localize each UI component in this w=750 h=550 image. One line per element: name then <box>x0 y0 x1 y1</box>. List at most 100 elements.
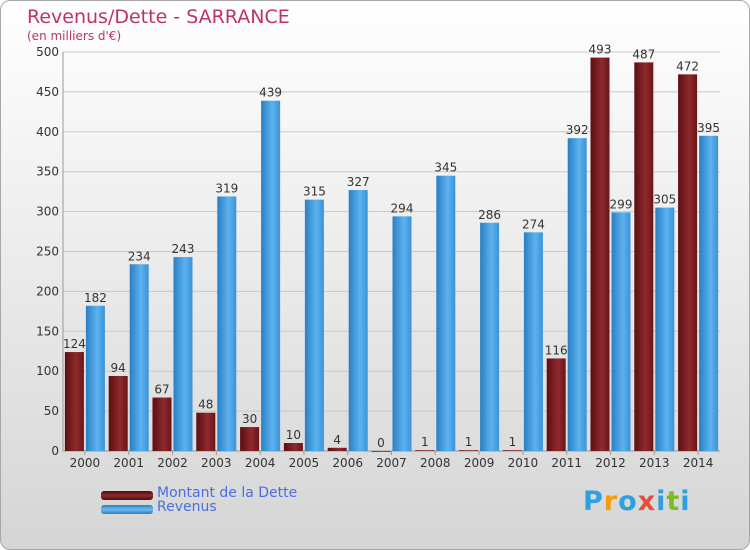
y-tick-label: 450 <box>36 85 59 99</box>
bar-revenue-2011 <box>567 138 587 451</box>
data-label-debt-2011: 116 <box>545 343 568 357</box>
x-tick-label: 2002 <box>157 456 188 470</box>
data-label-debt-2009: 1 <box>465 435 473 449</box>
y-tick-label: 250 <box>36 245 59 259</box>
logo-letter: i <box>680 486 691 517</box>
logo-letter: i <box>656 486 667 517</box>
bar-debt-2007 <box>371 451 391 452</box>
y-tick-label: 150 <box>36 324 59 338</box>
data-label-debt-2014: 472 <box>676 59 699 73</box>
bar-revenue-2013 <box>655 207 675 451</box>
y-axis-ticks: 0 50 100 150 200 250 300 350 400 450 500 <box>36 45 59 458</box>
data-label-revenue-2006: 327 <box>347 175 370 189</box>
proxiti-logo: Proxiti <box>583 486 691 517</box>
data-label-revenue-2002: 243 <box>172 242 195 256</box>
bar-revenue-2004 <box>261 100 281 451</box>
data-label-revenue-2012: 299 <box>610 197 633 211</box>
bar-revenue-2012 <box>611 212 631 451</box>
bar-revenue-2014 <box>699 135 719 452</box>
data-label-debt-2012: 493 <box>589 43 612 57</box>
data-label-debt-2001: 94 <box>111 361 126 375</box>
x-tick-label: 2014 <box>683 456 714 470</box>
legend-label-revenue: Revenus <box>157 499 217 515</box>
data-label-debt-2010: 1 <box>509 435 517 449</box>
y-tick-label: 500 <box>36 45 59 59</box>
bar-debt-2008 <box>415 450 435 452</box>
y-tick-label: 350 <box>36 165 59 179</box>
bar-revenue-2008 <box>436 175 456 451</box>
bar-revenue-2001 <box>129 264 149 451</box>
x-tick-label: 2001 <box>113 456 144 470</box>
x-tick-label: 2000 <box>70 456 101 470</box>
y-tick-label: 200 <box>36 284 59 298</box>
bar-revenue-2009 <box>480 222 500 451</box>
x-tick-label: 2012 <box>595 456 626 470</box>
bar-revenue-2000 <box>85 305 105 451</box>
x-tick-label: 2009 <box>464 456 495 470</box>
data-label-revenue-2008: 345 <box>434 161 457 175</box>
data-label-debt-2008: 1 <box>421 435 429 449</box>
x-tick-label: 2011 <box>551 456 582 470</box>
data-label-revenue-2000: 182 <box>84 291 107 305</box>
data-label-revenue-2010: 274 <box>522 217 545 231</box>
bar-debt-2006 <box>327 447 347 451</box>
bar-debt-2010 <box>502 450 522 452</box>
bar-debt-2003 <box>196 412 216 451</box>
bar-debt-2011 <box>546 358 566 451</box>
data-label-debt-2004: 30 <box>242 412 257 426</box>
x-tick-label: 2005 <box>289 456 320 470</box>
data-label-debt-2013: 487 <box>632 47 655 61</box>
data-label-revenue-2007: 294 <box>391 201 414 215</box>
data-label-debt-2007: 0 <box>377 436 385 450</box>
chart-subtitle: (en milliers d'€) <box>27 29 122 43</box>
logo-letter: x <box>637 486 657 517</box>
y-tick-label: 400 <box>36 125 59 139</box>
data-label-revenue-2003: 319 <box>215 181 238 195</box>
bar-revenue-2003 <box>217 196 237 451</box>
data-label-revenue-2014: 395 <box>697 121 720 135</box>
legend-label-debt: Montant de la Dette <box>157 485 298 501</box>
bar-debt-2009 <box>459 450 479 452</box>
legend-swatch-revenue <box>101 505 153 514</box>
data-label-debt-2005: 10 <box>286 428 301 442</box>
data-label-revenue-2005: 315 <box>303 185 326 199</box>
bar-revenue-2005 <box>304 199 324 451</box>
bar-revenue-2002 <box>173 257 193 451</box>
bar-debt-2000 <box>64 352 84 451</box>
bars: 124 182 94 234 67 243 48 319 30 439 10 315 4 327 0 294 1… <box>63 43 720 452</box>
grid-lines <box>62 51 720 452</box>
logo-letter: P <box>583 486 604 517</box>
x-tick-label: 2010 <box>508 456 539 470</box>
bar-revenue-2006 <box>348 190 368 451</box>
bar-debt-2005 <box>283 443 303 451</box>
bar-debt-2012 <box>590 57 610 451</box>
y-tick-label: 100 <box>36 364 59 378</box>
data-label-revenue-2004: 439 <box>259 86 282 100</box>
y-tick-label: 50 <box>44 404 59 418</box>
bar-debt-2002 <box>152 397 172 451</box>
data-label-revenue-2009: 286 <box>478 208 501 222</box>
bar-debt-2014 <box>678 74 698 452</box>
x-tick-label: 2008 <box>420 456 451 470</box>
logo-letter: o <box>618 486 638 517</box>
legend-swatch-debt <box>101 491 153 500</box>
x-tick-label: 2013 <box>639 456 670 470</box>
bar-debt-2004 <box>240 427 260 451</box>
data-label-debt-2003: 48 <box>198 398 213 412</box>
y-tick-label: 0 <box>51 444 59 458</box>
x-tick-label: 2006 <box>332 456 363 470</box>
data-label-debt-2006: 4 <box>333 433 341 447</box>
x-axis-ticks: 2000 2001 2002 2003 2004 2005 2006 2007 2008 2009… <box>70 451 714 470</box>
data-label-revenue-2001: 234 <box>128 249 151 263</box>
logo-letter: t <box>666 486 681 517</box>
y-tick-label: 300 <box>36 205 59 219</box>
x-tick-label: 2003 <box>201 456 232 470</box>
data-label-debt-2002: 67 <box>154 383 169 397</box>
data-label-revenue-2013: 305 <box>653 193 676 207</box>
x-tick-label: 2007 <box>376 456 407 470</box>
logo-letter: r <box>603 486 619 517</box>
bar-revenue-2010 <box>523 232 543 451</box>
bar-debt-2001 <box>108 375 128 451</box>
